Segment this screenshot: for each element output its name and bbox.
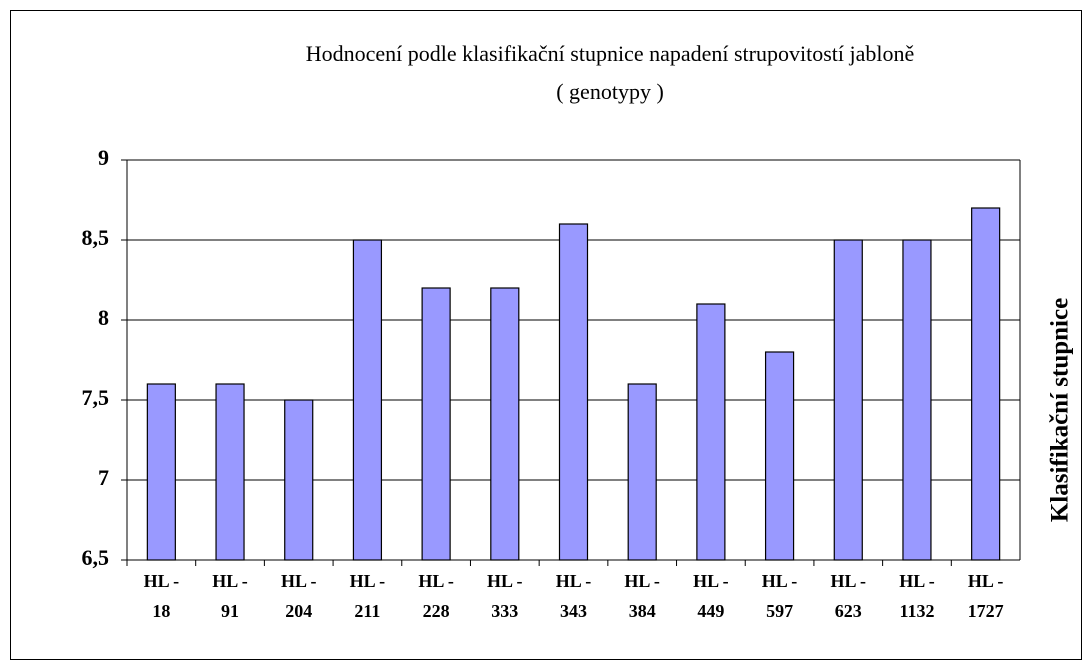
bar (421, 287, 451, 561)
bar (215, 383, 245, 561)
bar (833, 239, 863, 561)
chart-subtitle: ( genotypy ) (556, 79, 664, 104)
x-tick-label: HL - 623 (830, 571, 867, 621)
bar (490, 287, 520, 561)
bar (558, 223, 589, 561)
x-tick-label: HL - 228 (418, 571, 454, 621)
bar (902, 239, 932, 561)
bar (284, 399, 314, 561)
bar (764, 351, 795, 561)
y-tick-label: 9 (98, 145, 109, 170)
bar (352, 239, 383, 561)
x-tick-label: HL - 91 (212, 571, 248, 621)
y-tick-label: 6,5 (82, 545, 110, 570)
y-tick-label: 8,5 (82, 225, 110, 250)
y-tick-label: 7 (98, 465, 109, 490)
bar (627, 383, 657, 561)
x-tick-label: HL - 384 (624, 571, 660, 621)
chart-title: Hodnocení podle klasifikační stupnice na… (306, 41, 915, 66)
x-tick-label: HL - 204 (280, 571, 317, 621)
x-tick-label: HL - 597 (761, 571, 798, 621)
y-tick-label: 8 (98, 305, 109, 330)
x-tick-label: HL - 18 (143, 571, 180, 621)
y-axis-label: Klasifikační stupnice (1047, 298, 1074, 522)
y-tick-label: 7,5 (82, 385, 110, 410)
x-tick-label: HL - 1727 (967, 571, 1004, 621)
bar (146, 383, 176, 561)
x-tick-label: HL - 211 (349, 571, 386, 621)
x-tick-label: HL - 343 (555, 571, 592, 621)
bar (971, 207, 1001, 561)
x-tick-label: HL - 333 (487, 571, 523, 621)
x-tick-label: HL - 1132 (899, 571, 935, 621)
x-tick-label: HL - 449 (693, 571, 729, 621)
bar (696, 303, 726, 561)
